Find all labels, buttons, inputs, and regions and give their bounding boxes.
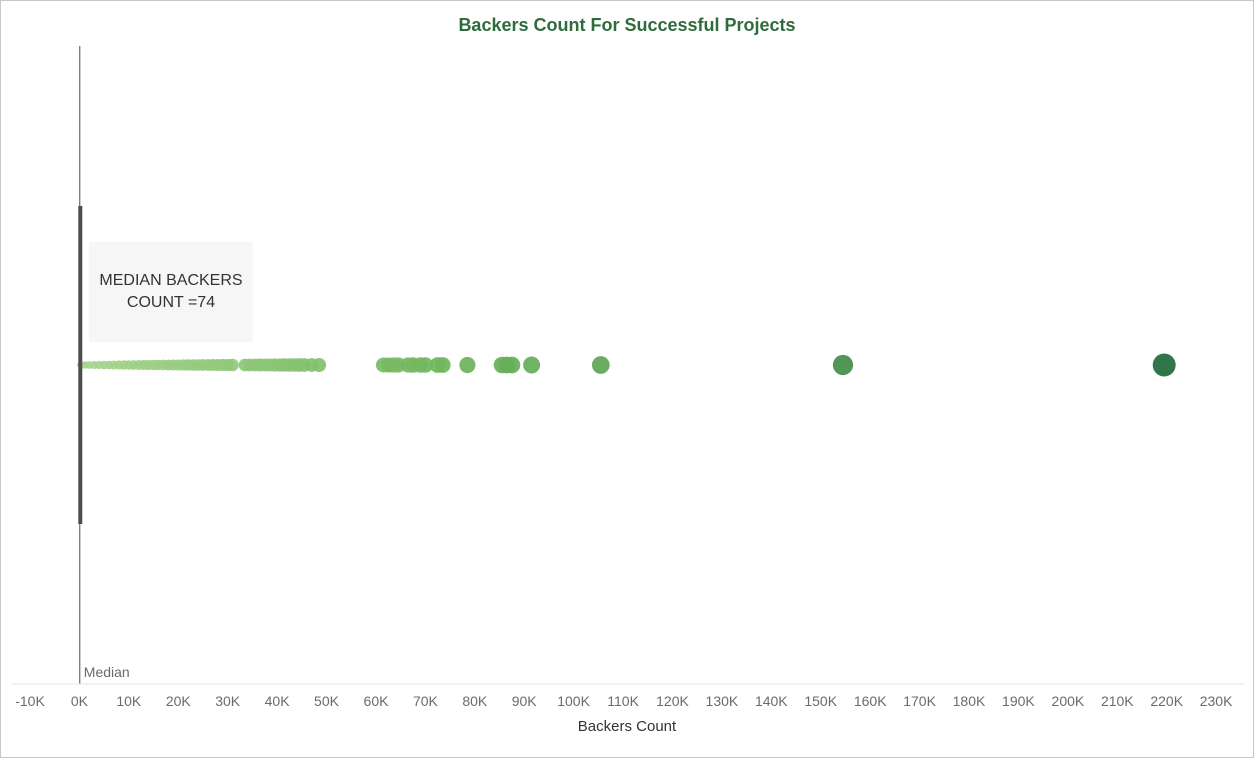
data-point-64 bbox=[832, 354, 854, 376]
x-tick-label: 90K bbox=[512, 693, 538, 709]
x-tick-label: 70K bbox=[413, 693, 439, 709]
data-point-58 bbox=[459, 356, 476, 374]
data-point-63 bbox=[591, 356, 610, 374]
reference-layer: Median bbox=[78, 46, 130, 684]
x-tick-label: 140K bbox=[755, 693, 788, 709]
data-point-47 bbox=[312, 358, 327, 372]
points-layer bbox=[77, 353, 1176, 377]
data-point-61 bbox=[503, 356, 521, 374]
data-point-65 bbox=[1152, 353, 1176, 377]
data-point-57 bbox=[434, 357, 451, 373]
x-tick-label: 160K bbox=[854, 693, 887, 709]
x-tick-label: 60K bbox=[364, 693, 390, 709]
x-tick-label: 170K bbox=[903, 693, 936, 709]
x-tick-label: 80K bbox=[462, 693, 488, 709]
data-point-32 bbox=[226, 358, 239, 372]
x-axis: -10K 0K 10K 20K 30K 40K 50K 60K 70K 80K 90K 100K 110… bbox=[12, 683, 1244, 709]
median-annotation: MEDIAN BACKERS COUNT =74 bbox=[89, 242, 253, 342]
x-tick-label: 120K bbox=[656, 693, 689, 709]
x-tick-label: 130K bbox=[706, 693, 739, 709]
x-tick-label: 220K bbox=[1150, 693, 1183, 709]
data-point-62 bbox=[523, 356, 541, 374]
chart-title: Backers Count For Successful Projects bbox=[458, 15, 796, 35]
x-tick-label: 20K bbox=[166, 693, 192, 709]
median-label: Median bbox=[84, 664, 130, 680]
x-tick-label: 100K bbox=[557, 693, 590, 709]
data-point-55 bbox=[417, 357, 434, 373]
x-tick-label: 30K bbox=[215, 693, 241, 709]
x-tick-label: 180K bbox=[953, 693, 986, 709]
x-tick-label: 200K bbox=[1052, 693, 1085, 709]
x-axis-title: Backers Count bbox=[577, 718, 677, 735]
x-tick-label: 230K bbox=[1200, 693, 1233, 709]
x-tick-label: 10K bbox=[116, 693, 142, 709]
x-tick-label: 40K bbox=[265, 693, 291, 709]
x-tick-label: 0K bbox=[71, 693, 89, 709]
x-tick-label: 150K bbox=[804, 693, 837, 709]
x-tick-label: 210K bbox=[1101, 693, 1134, 709]
x-tick-label: 190K bbox=[1002, 693, 1035, 709]
x-tick-label: 50K bbox=[314, 693, 340, 709]
x-tick-label: -10K bbox=[15, 693, 45, 709]
median-box-marker bbox=[78, 206, 83, 524]
x-tick-label: 110K bbox=[607, 693, 639, 709]
